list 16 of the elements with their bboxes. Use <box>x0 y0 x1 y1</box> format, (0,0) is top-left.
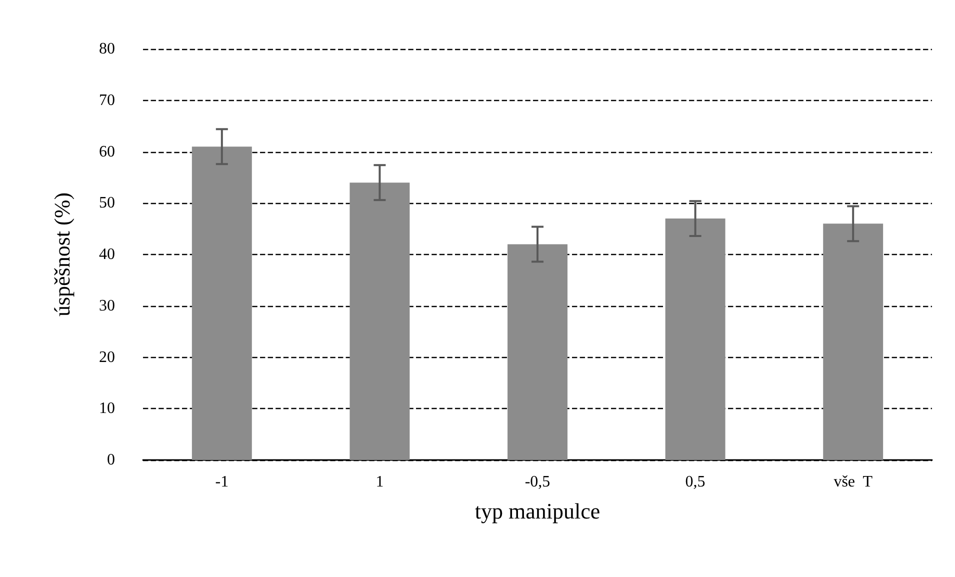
y-tick-label: 50 <box>99 194 115 212</box>
x-tick-label: 0,5 <box>685 474 706 490</box>
y-tick-label: 10 <box>99 400 115 418</box>
y-tick-label: 80 <box>99 40 115 58</box>
y-tick-label: 20 <box>99 348 115 366</box>
y-tick-label: 30 <box>99 297 115 314</box>
x-tick-label: -1 <box>215 474 229 490</box>
y-tick-label: 40 <box>99 246 115 263</box>
y-axis-title: úspěšnost (%) <box>50 192 74 317</box>
x-axis-title: typ manipulce <box>474 498 600 524</box>
y-tick-label: 60 <box>99 143 115 160</box>
y-tick-label: 0 <box>107 452 115 468</box>
y-tick-label: 70 <box>99 92 115 109</box>
x-tick-label: 1 <box>376 474 384 490</box>
x-tick-label: -0,5 <box>524 474 550 490</box>
x-tick-label: vše T <box>834 474 873 490</box>
